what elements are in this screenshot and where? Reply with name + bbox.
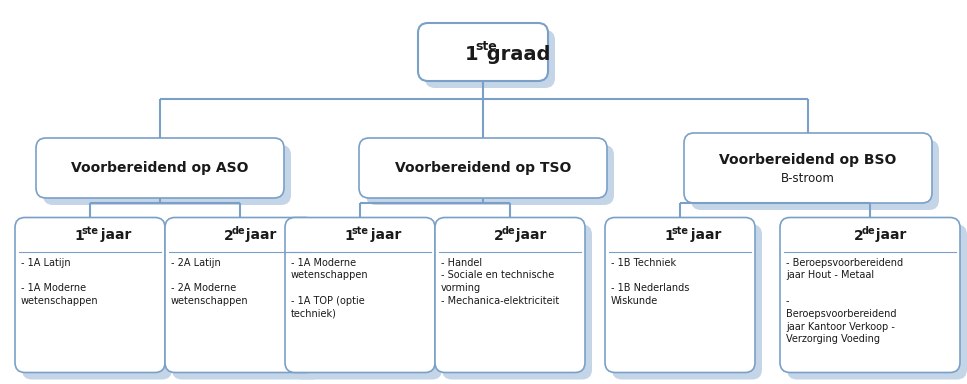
Text: Voorbereidend op ASO: Voorbereidend op ASO [72, 161, 249, 175]
Text: 1: 1 [664, 228, 674, 243]
Text: 2: 2 [854, 228, 864, 243]
Text: - Beroepsvoorbereidend
jaar Hout - Metaal

-
Beroepsvoorbereidend
jaar Kantoor V: - Beroepsvoorbereidend jaar Hout - Metaa… [786, 258, 903, 344]
FancyBboxPatch shape [36, 138, 284, 198]
Text: ste: ste [352, 225, 369, 235]
Text: Voorbereidend op TSO: Voorbereidend op TSO [395, 161, 571, 175]
Text: - 1A Latijn

- 1A Moderne
wetenschappen: - 1A Latijn - 1A Moderne wetenschappen [21, 258, 99, 306]
FancyBboxPatch shape [165, 217, 315, 372]
Text: 1: 1 [74, 228, 84, 243]
FancyBboxPatch shape [435, 217, 585, 372]
FancyBboxPatch shape [605, 217, 755, 372]
Text: de: de [862, 225, 876, 235]
Text: jaar: jaar [241, 228, 277, 243]
Text: - 1A Moderne
wetenschappen

- 1A TOP (optie
techniek): - 1A Moderne wetenschappen - 1A TOP (opt… [291, 258, 368, 319]
Text: jaar: jaar [686, 228, 720, 243]
Text: 2: 2 [494, 228, 504, 243]
Text: - 2A Latijn

- 2A Moderne
wetenschappen: - 2A Latijn - 2A Moderne wetenschappen [171, 258, 249, 306]
FancyBboxPatch shape [359, 138, 607, 198]
Text: graad: graad [480, 45, 550, 65]
Text: ste: ste [475, 40, 497, 53]
Text: Voorbereidend op BSO: Voorbereidend op BSO [719, 153, 896, 167]
FancyBboxPatch shape [285, 217, 435, 372]
FancyBboxPatch shape [43, 145, 291, 205]
FancyBboxPatch shape [292, 225, 442, 379]
FancyBboxPatch shape [691, 140, 939, 210]
FancyBboxPatch shape [787, 225, 967, 379]
FancyBboxPatch shape [442, 225, 592, 379]
Text: 1: 1 [344, 228, 354, 243]
FancyBboxPatch shape [22, 225, 172, 379]
Text: 2: 2 [224, 228, 234, 243]
Text: 1: 1 [465, 45, 479, 65]
FancyBboxPatch shape [684, 133, 932, 203]
FancyBboxPatch shape [780, 217, 960, 372]
Text: B-stroom: B-stroom [781, 172, 835, 184]
Text: de: de [502, 225, 515, 235]
FancyBboxPatch shape [418, 23, 548, 81]
Text: jaar: jaar [871, 228, 906, 243]
Text: de: de [232, 225, 246, 235]
Text: - Handel
- Sociale en technische
vorming
- Mechanica-elektriciteit: - Handel - Sociale en technische vorming… [441, 258, 559, 306]
FancyBboxPatch shape [366, 145, 614, 205]
FancyBboxPatch shape [425, 30, 555, 88]
FancyBboxPatch shape [15, 217, 165, 372]
FancyBboxPatch shape [612, 225, 762, 379]
Text: jaar: jaar [511, 228, 546, 243]
Text: jaar: jaar [96, 228, 131, 243]
FancyBboxPatch shape [172, 225, 322, 379]
Text: ste: ste [672, 225, 689, 235]
Text: ste: ste [82, 225, 99, 235]
Text: jaar: jaar [366, 228, 401, 243]
Text: - 1B Techniek

- 1B Nederlands
Wiskunde: - 1B Techniek - 1B Nederlands Wiskunde [611, 258, 689, 306]
